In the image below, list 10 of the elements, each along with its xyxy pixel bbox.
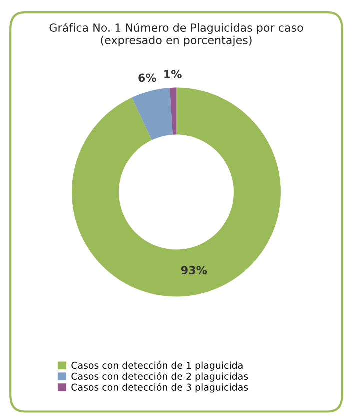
donut-slice xyxy=(72,88,281,297)
donut-slice xyxy=(170,88,176,135)
data-label: 93% xyxy=(181,266,208,275)
data-label: 1% xyxy=(164,70,182,79)
legend-label: Casos con detección de 2 plaguicidas xyxy=(72,372,248,382)
data-label: 6% xyxy=(138,74,156,82)
legend-label: Casos con detección de 3 plaguicidas xyxy=(72,383,248,393)
legend-label: Casos con detección de 1 plaguicida xyxy=(72,361,243,371)
chart-title: Gráfica No. 1 Número de Plaguicidas por caso (expresado en porcentajes) xyxy=(50,22,304,47)
donut-slice xyxy=(132,88,173,140)
